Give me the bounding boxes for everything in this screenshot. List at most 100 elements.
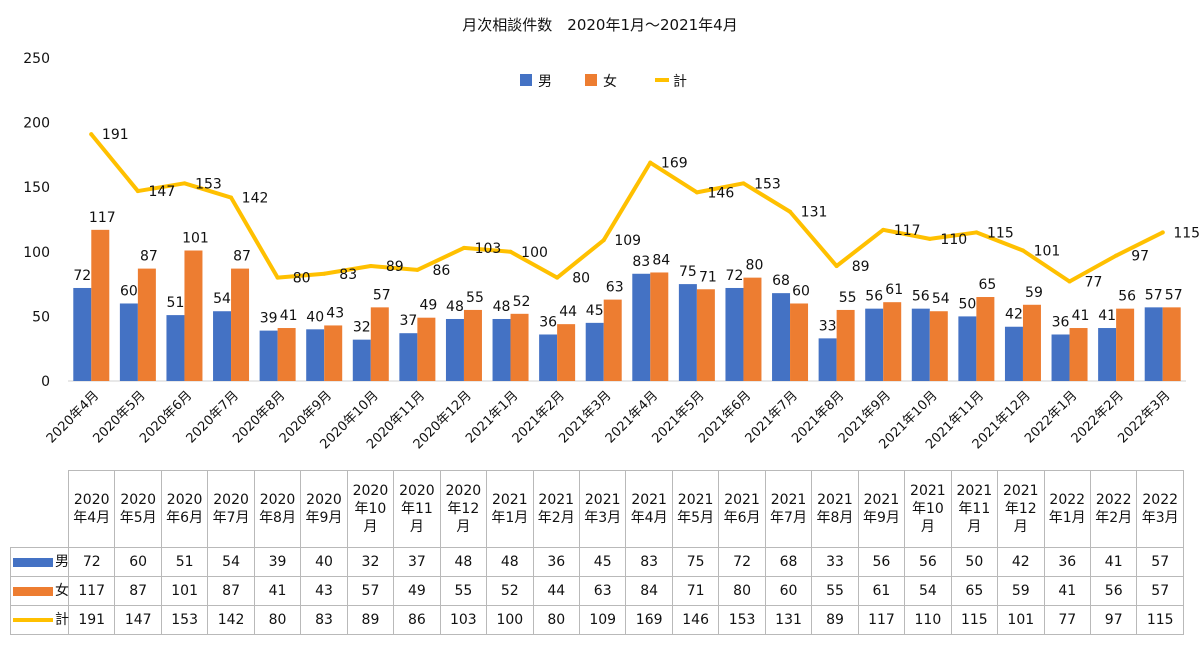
data-label-male: 36 (1052, 314, 1070, 330)
line-point-total-1 (135, 189, 140, 194)
data-label-female: 57 (1165, 287, 1183, 303)
line-point-total-16 (834, 264, 839, 269)
data-label-total: 117 (894, 223, 921, 239)
table-header-cell: 2020年5月 (114, 470, 162, 548)
legend-label: 男 (538, 74, 552, 90)
table-value-cell: 50 (950, 547, 999, 577)
data-label-male: 72 (726, 268, 744, 284)
bar-female-11 (603, 299, 622, 381)
bar-female-13 (696, 289, 715, 381)
table-value-cell: 87 (114, 576, 162, 606)
bar-male-12 (632, 273, 651, 381)
table-header-label: 2021年10月 (910, 483, 946, 535)
bar-male-6 (352, 339, 371, 381)
bar-male-10 (539, 334, 558, 381)
data-label-female: 41 (1072, 308, 1090, 324)
table-line-marker (13, 618, 53, 622)
table-header-label: 2021年5月 (677, 492, 715, 526)
bar-female-10 (557, 324, 576, 381)
table-header-cell: 2022年3月 (1136, 470, 1184, 548)
data-label-male: 41 (1098, 308, 1116, 324)
bar-female-15 (790, 303, 809, 381)
table-value-cell: 84 (625, 576, 673, 606)
table-header-label: 2021年1月 (491, 492, 529, 526)
table-header-cell: 2021年1月 (486, 470, 534, 548)
data-label-male: 72 (73, 268, 91, 284)
line-point-total-2 (182, 181, 187, 186)
data-label-female: 65 (978, 277, 996, 293)
bar-male-5 (306, 329, 325, 381)
table-value-cell: 65 (950, 576, 999, 606)
table-header-cell: 2020年4月 (67, 470, 116, 548)
bar-female-18 (929, 311, 948, 381)
y-tick-label: 100 (23, 245, 50, 261)
bar-female-2 (184, 250, 203, 381)
table-header-cell: 2022年1月 (1043, 470, 1091, 548)
table-value-cell: 48 (486, 547, 534, 577)
table-row: 男 72 60 51 54 39 40 32 37 48 48 36 45 83 75 72 68 33 56 56 5… (10, 547, 1184, 577)
data-label-total: 80 (293, 271, 311, 287)
table-value-cell: 54 (904, 576, 952, 606)
y-tick-label: 0 (41, 374, 50, 390)
table-value-cell: 57 (1136, 547, 1184, 577)
data-label-male: 37 (399, 313, 417, 329)
table-value-cell: 63 (578, 576, 627, 606)
table-header-cell: 2021年4月 (625, 470, 673, 548)
table-series-cell: 計 (10, 605, 69, 635)
table-value-cell: 41 (253, 576, 302, 606)
table-value-cell: 115 (1136, 605, 1184, 635)
table-header-cell: 2021年2月 (532, 470, 580, 548)
line-point-total-10 (555, 275, 560, 280)
data-label-female: 101 (182, 231, 209, 247)
bar-female-21 (1069, 328, 1088, 381)
data-label-female: 52 (513, 294, 531, 310)
table-header-label: 2021年2月 (537, 492, 575, 526)
data-label-total: 89 (386, 259, 404, 275)
line-point-total-6 (368, 264, 373, 269)
y-tick-label: 200 (23, 116, 50, 132)
chart: 月次相談件数 2020年1月～2021年4月 男 女 計 0 50 100 150 200 2… (23, 16, 1200, 452)
table-header-label: 2020年6月 (166, 492, 204, 526)
data-label-total: 109 (614, 233, 641, 249)
table-value-cell: 147 (114, 605, 162, 635)
bar-male-9 (492, 318, 511, 381)
data-label-male: 50 (958, 296, 976, 312)
line-point-total-5 (322, 271, 327, 276)
table-header-label: 2020年7月 (212, 492, 250, 526)
table-value-cell: 153 (718, 605, 766, 635)
data-label-male: 33 (819, 318, 837, 334)
bar-male-13 (678, 284, 697, 381)
table-row: 女 117 87 101 87 41 43 57 49 55 52 44 63 84 71 80 60 55 61 5… (10, 576, 1184, 606)
table-header-cell: 2020年8月 (253, 470, 302, 548)
data-label-total: 86 (432, 263, 450, 279)
data-label-male: 83 (632, 254, 650, 270)
bar-female-7 (417, 317, 436, 381)
data-label-female: 55 (839, 290, 857, 306)
x-axis-ticks: 2020年4月2020年5月2020年6月2020年7月2020年8月2020年… (44, 388, 1174, 452)
data-label-total: 147 (149, 184, 176, 200)
bar-female-4 (277, 328, 296, 381)
bar-male-17 (865, 308, 884, 381)
bar-male-8 (445, 318, 464, 381)
data-label-total: 146 (708, 185, 735, 201)
bar-female-22 (1116, 308, 1135, 381)
table-value-cell: 83 (625, 547, 673, 577)
data-label-total: 77 (1085, 275, 1103, 291)
table-value-cell: 41 (1043, 576, 1091, 606)
y-tick-label: 150 (23, 180, 50, 196)
table-header-label: 2021年9月 (862, 492, 900, 526)
bar-female-3 (231, 268, 250, 381)
table-swatch (13, 557, 53, 567)
table-value-cell: 80 (253, 605, 302, 635)
table-header-cell: 2020年11月 (393, 470, 441, 548)
line-point-total-22 (1114, 253, 1119, 258)
data-label-female: 44 (559, 304, 577, 320)
table-value-cell: 87 (207, 576, 255, 606)
table-value-cell: 36 (532, 547, 580, 577)
table-header-cell: 2021年11月 (950, 470, 999, 548)
table-value-cell: 72 (67, 547, 116, 577)
line-point-total-13 (694, 190, 699, 195)
legend-label: 女 (603, 73, 617, 90)
table-value-cell: 109 (578, 605, 627, 635)
table-header-cell: 2020年12月 (439, 470, 488, 548)
